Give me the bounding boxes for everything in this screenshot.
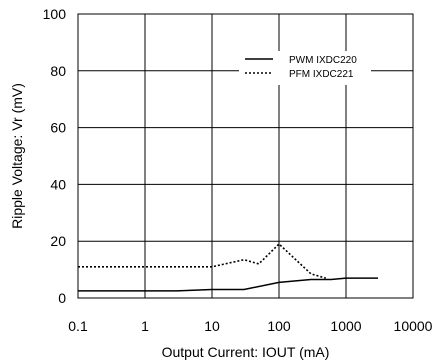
legend-label-2: PFM IXDC221 [289, 69, 354, 80]
x-tick-label: 10 [204, 318, 220, 334]
x-tick-label: 1 [141, 318, 149, 334]
y-tick-label: 20 [50, 233, 66, 249]
series-line-2 [78, 242, 327, 279]
chart-legend: PWM IXDC220 PFM IXDC221 [239, 51, 371, 85]
plot-frame [77, 13, 414, 299]
legend-background [239, 51, 371, 85]
y-tick-label: 100 [43, 6, 67, 22]
series-line-1 [78, 277, 378, 292]
y-tick-label: 80 [50, 63, 66, 79]
x-tick-label: 10000 [394, 318, 433, 334]
x-tick-label: 100 [267, 318, 291, 334]
y-tick-label: 0 [58, 290, 66, 306]
y-tick-label: 40 [50, 176, 66, 192]
y-axis-label: Ripple Voltage: Vr (mV) [9, 83, 25, 229]
y-tick-label: 60 [50, 120, 66, 136]
series-group [78, 242, 378, 292]
legend-label-1: PWM IXDC220 [289, 55, 357, 66]
x-tick-label: 1000 [330, 318, 361, 334]
x-tick-label: 0.1 [68, 318, 88, 334]
y-axis-ticks: 0 20 40 60 80 100 [43, 6, 67, 306]
x-axis-label: Output Current: IOUT (mA) [162, 344, 330, 360]
x-axis-ticks: 0.1 1 10 100 1000 10000 [68, 318, 432, 334]
